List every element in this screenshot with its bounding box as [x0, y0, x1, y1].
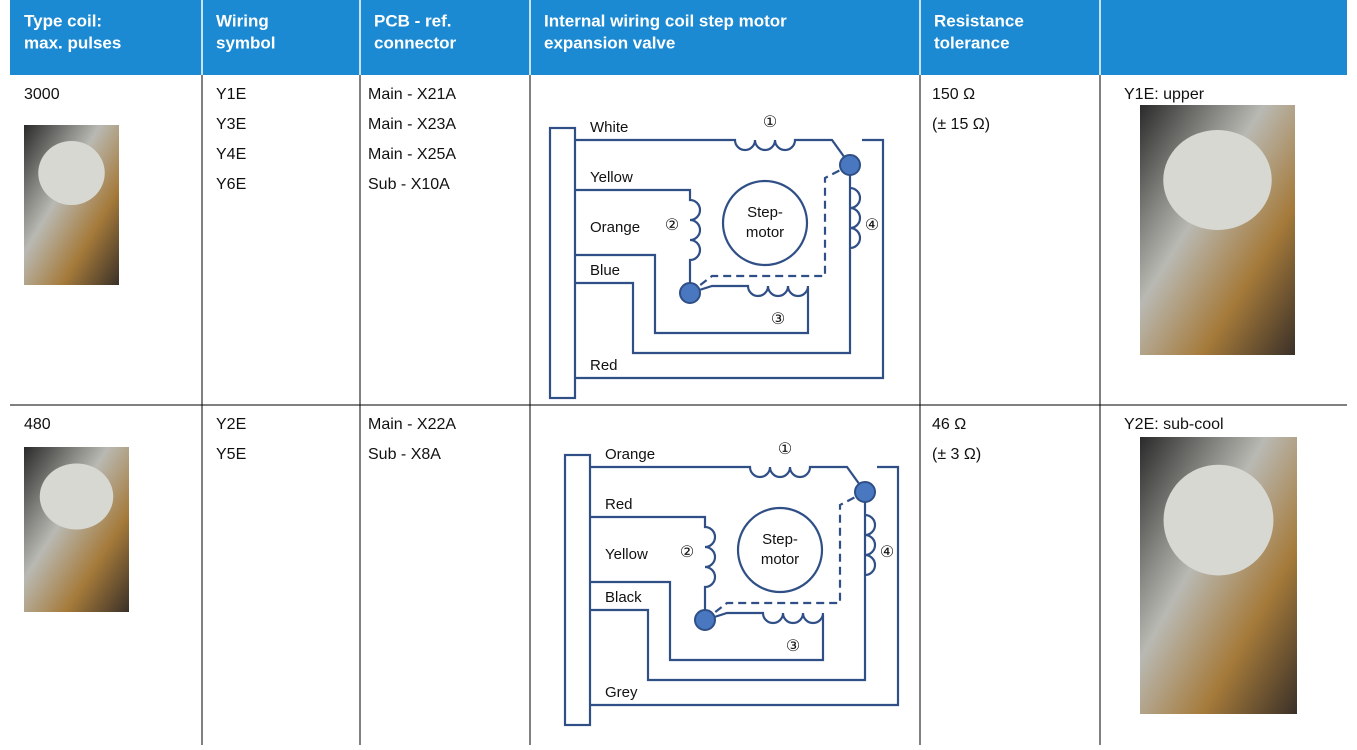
wire — [575, 253, 810, 335]
header-text: Type coil: — [24, 11, 102, 30]
resistance: 46 Ω — [932, 416, 966, 433]
connector: Main - X21A — [368, 86, 456, 103]
coil-number: ② — [665, 217, 679, 234]
connector: Sub - X8A — [368, 446, 441, 463]
header-text: max. pulses — [24, 33, 121, 52]
coil-number: ① — [778, 441, 792, 458]
wire — [689, 284, 810, 298]
motor-label: Step- — [762, 531, 798, 548]
wiring-symbol: Y4E — [216, 146, 246, 163]
wire — [590, 465, 866, 493]
terminal-dot — [854, 481, 876, 503]
header-text: PCB - ref. — [374, 11, 451, 30]
wire-label: Red — [590, 357, 618, 374]
wiring-symbol: Y5E — [216, 446, 246, 463]
photo-cap — [1163, 464, 1274, 576]
coil-number: ① — [763, 114, 777, 131]
wire-label: Grey — [605, 684, 638, 701]
wire — [590, 465, 900, 707]
header-text: Wiring — [216, 11, 269, 30]
motor-label: Step- — [747, 204, 783, 221]
header-text: Resistance — [934, 11, 1024, 30]
connector: Main - X23A — [368, 116, 456, 133]
photo-caption: Y1E: upper — [1124, 86, 1205, 103]
photo-cap — [1163, 130, 1272, 230]
wiring-diagram: Step-motor Orange Red Yellow Black Grey ① ② ③ ④ — [563, 441, 900, 727]
wire-label: Blue — [590, 262, 620, 279]
wire — [575, 138, 885, 380]
connector: Main - X25A — [368, 146, 456, 163]
wiring-symbol: Y3E — [216, 116, 246, 133]
tolerance: (± 3 Ω) — [932, 446, 981, 463]
terminal-dot — [839, 154, 861, 176]
wire — [575, 188, 702, 293]
photo-cap — [38, 141, 105, 205]
motor — [736, 506, 824, 594]
wire-label: Orange — [590, 219, 640, 236]
wiring-symbol: Y2E — [216, 416, 246, 433]
coil-number: ③ — [786, 638, 800, 655]
motor-label: motor — [761, 551, 799, 568]
photo-caption: Y2E: sub-cool — [1124, 416, 1224, 433]
coil-number: ④ — [880, 544, 894, 561]
tolerance: (± 15 Ω) — [932, 116, 990, 133]
wire-label: Yellow — [590, 169, 633, 186]
connector-bar — [548, 126, 577, 400]
wire — [590, 580, 825, 662]
header-text: connector — [374, 33, 457, 52]
pulses: 480 — [24, 416, 51, 433]
wire — [590, 492, 877, 682]
wire — [590, 515, 717, 620]
coil-number: ④ — [865, 217, 879, 234]
coil-number: ③ — [771, 311, 785, 328]
wiring-symbol: Y1E — [216, 86, 246, 103]
wire-label: Orange — [605, 446, 655, 463]
motor — [721, 179, 809, 267]
wire — [575, 138, 851, 166]
wire — [575, 165, 862, 355]
photo-cap — [39, 463, 114, 530]
connector: Main - X22A — [368, 416, 456, 433]
wire-label: Yellow — [605, 546, 648, 563]
wiring-diagram: Step-motor White Yellow Orange Blue Red ① ② ③ ④ — [548, 114, 885, 400]
wire — [704, 611, 825, 625]
header-bg — [10, 0, 1347, 75]
wire-label: Black — [605, 589, 642, 606]
resistance: 150 Ω — [932, 86, 975, 103]
connector: Sub - X10A — [368, 176, 450, 193]
terminal-dot — [694, 609, 716, 631]
connector-bar — [563, 453, 592, 727]
wire-label: Red — [605, 496, 633, 513]
header-text: expansion valve — [544, 33, 675, 52]
common-link — [704, 491, 866, 621]
header-text: Internal wiring coil step motor — [544, 11, 787, 30]
common-link — [689, 164, 851, 294]
header-text: symbol — [216, 33, 276, 52]
terminal-dot — [679, 282, 701, 304]
motor-label: motor — [746, 224, 784, 241]
wire-label: White — [590, 119, 628, 136]
wiring-symbol: Y6E — [216, 176, 246, 193]
coil-number: ② — [680, 544, 694, 561]
header-text: tolerance — [934, 33, 1010, 52]
pulses: 3000 — [24, 86, 60, 103]
